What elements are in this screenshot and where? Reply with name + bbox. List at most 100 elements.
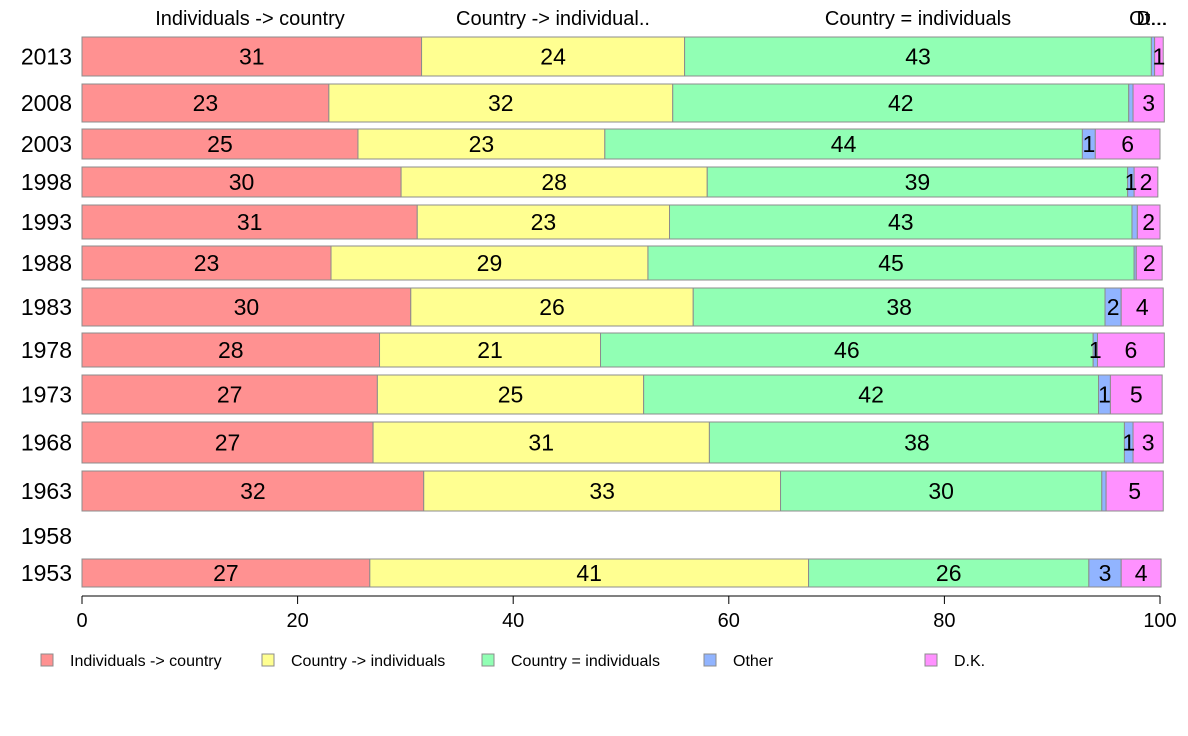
data-label: 23	[531, 209, 557, 235]
y-axis-labels: 2013 2008 2003 1998 1993 1988 1983 1978 1973 1968…	[21, 44, 72, 587]
data-label: 21	[477, 337, 503, 363]
bar-segment	[643, 374, 1100, 415]
bar-segment	[1088, 558, 1122, 588]
bar-segment	[1101, 470, 1107, 512]
data-label: 2	[1140, 169, 1153, 195]
bar-segment	[410, 287, 694, 327]
x-axis: 0 20 40 60 80 100	[76, 595, 1177, 632]
data-label: 46	[834, 337, 860, 363]
bar-segment	[423, 470, 782, 512]
data-label: 26	[936, 560, 962, 586]
bar-segment	[81, 332, 381, 368]
data-label: 6	[1121, 131, 1134, 157]
legend: Individuals -> country Country -> individ…	[40, 653, 985, 670]
x-tick-label: 100	[1143, 610, 1176, 632]
bar-segment	[1128, 83, 1134, 123]
x-tick-label: 20	[286, 610, 308, 632]
legend-swatch	[481, 653, 495, 667]
y-tick-label: 1983	[21, 294, 72, 320]
data-label: 27	[213, 560, 239, 586]
bar-segment	[81, 558, 371, 588]
bar-segment	[647, 245, 1135, 281]
bar-segment	[1094, 128, 1161, 160]
data-label: 25	[498, 382, 524, 408]
data-label: 23	[194, 250, 220, 276]
data-label: 38	[886, 294, 912, 320]
y-tick-label: 2008	[21, 90, 72, 116]
data-label: 27	[217, 382, 243, 408]
data-label: 27	[215, 430, 241, 456]
x-tick-label: 60	[718, 610, 740, 632]
data-label: 3	[1142, 430, 1155, 456]
bar-segment	[379, 332, 602, 368]
data-label: 32	[240, 478, 266, 504]
y-tick-label: 1953	[21, 560, 72, 586]
x-tick-label: 40	[502, 610, 524, 632]
data-label: 5	[1128, 478, 1141, 504]
data-label: 30	[928, 478, 954, 504]
data-label: 38	[904, 430, 930, 456]
data-label: 43	[905, 44, 931, 70]
bar-segment	[400, 166, 708, 198]
data-label: 28	[541, 169, 567, 195]
data-label: 44	[831, 131, 857, 157]
bar-segment	[376, 374, 645, 415]
y-tick-label: 1998	[21, 169, 72, 195]
data-label: 28	[218, 337, 244, 363]
top-labels: Individuals -> country Country -> individ…	[155, 8, 1167, 30]
bar-segment	[1120, 558, 1162, 588]
y-tick-label: 2013	[21, 44, 72, 70]
data-label: 32	[488, 90, 514, 116]
data-label: 1	[1124, 169, 1137, 195]
data-label: 43	[888, 209, 914, 235]
data-label: 23	[469, 131, 495, 157]
bar-segment	[81, 166, 402, 198]
bars: 31 24 43 123 32 42 325 23 44 1 630 28 39 1 231 23 43 223 2…	[81, 36, 1165, 588]
bar-segment	[1132, 83, 1165, 123]
data-label: 33	[589, 478, 615, 504]
data-label: 30	[229, 169, 255, 195]
bar-segment	[692, 287, 1106, 327]
data-label: 24	[540, 44, 566, 70]
x-tick-label: 0	[76, 610, 87, 632]
data-label: 4	[1136, 294, 1149, 320]
bar-segment	[416, 204, 671, 240]
x-tick-label: 80	[933, 610, 955, 632]
bar-segment	[81, 245, 332, 281]
bar-segment	[672, 83, 1130, 123]
bar-segment	[808, 558, 1090, 588]
top-label: Ot...	[1129, 8, 1167, 30]
data-label: 39	[905, 169, 931, 195]
bar-segment	[328, 83, 674, 123]
bar-segment	[1132, 421, 1164, 464]
bar-segment	[708, 421, 1125, 464]
bar-segment	[330, 245, 649, 281]
data-label: 3	[1142, 90, 1155, 116]
bar-segment	[81, 83, 330, 123]
legend-label: Country = individuals	[511, 653, 660, 670]
y-tick-label: 1978	[21, 337, 72, 363]
legend-swatch	[261, 653, 275, 667]
bar-segment	[1096, 332, 1165, 368]
data-label: 41	[576, 560, 602, 586]
bar-segment	[1154, 36, 1164, 77]
y-tick-label: 1993	[21, 209, 72, 235]
data-label: 2	[1107, 294, 1120, 320]
y-tick-label: 1958	[21, 523, 72, 549]
data-label: 25	[207, 131, 233, 157]
legend-label: Individuals -> country	[70, 653, 222, 670]
legend-swatch	[703, 653, 717, 667]
legend-swatch	[40, 653, 54, 667]
legend-label: Country -> individuals	[291, 653, 445, 670]
top-label: Country = individuals	[825, 8, 1011, 30]
legend-label: D.K.	[954, 653, 985, 670]
data-label: 29	[477, 250, 503, 276]
bar-segment	[372, 421, 710, 464]
bar-segment	[1105, 470, 1164, 512]
y-tick-label: 1968	[21, 430, 72, 456]
legend-swatch	[924, 653, 938, 667]
bar-segment	[421, 36, 686, 77]
y-tick-label: 1963	[21, 478, 72, 504]
top-label: D...	[1136, 8, 1167, 30]
